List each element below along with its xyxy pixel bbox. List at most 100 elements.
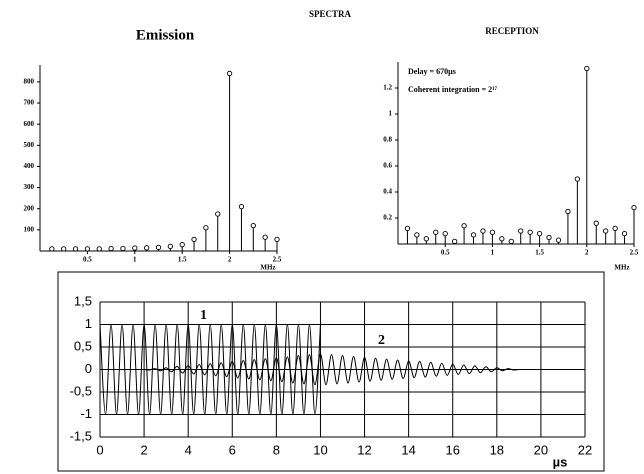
stem-marker [621, 230, 628, 237]
x-tick-label: 16 [445, 442, 459, 457]
stem-marker [631, 204, 637, 211]
y-tick-label: 200 [24, 204, 35, 212]
y-tick-label: 400 [24, 162, 35, 170]
x-tick-label: 14 [401, 442, 415, 457]
stem-marker [143, 245, 150, 251]
stem-marker [250, 222, 256, 229]
x-tick-label: 0 [96, 442, 103, 457]
chart-title: Emission [136, 27, 195, 43]
stem-marker [404, 225, 411, 232]
y-tick-label: 1 [85, 316, 92, 331]
y-tick-label: 0.2 [383, 214, 392, 222]
stem-marker [574, 176, 581, 182]
stem-marker [167, 243, 174, 250]
stem-marker [612, 225, 618, 232]
stem-marker [433, 229, 439, 235]
y-tick-label: -0,5 [70, 383, 92, 398]
stem-marker [555, 237, 562, 243]
stem-marker [518, 228, 524, 234]
stem-marker [423, 236, 429, 242]
x-axis-label: MHz [614, 264, 629, 272]
stem-marker [155, 244, 162, 251]
y-tick-label: 0 [85, 361, 92, 376]
stem-marker [203, 225, 209, 231]
x-tick-label: 0.5 [441, 249, 450, 257]
x-tick-label: 10 [313, 442, 327, 457]
annotation: Coherent integration = 2¹⁷ [408, 85, 498, 94]
series-label: 1 [200, 308, 207, 323]
chart-frame [57, 271, 605, 472]
signal-line [144, 353, 519, 386]
y-tick-label: 0.8 [383, 136, 392, 144]
x-tick-label: 2 [585, 249, 589, 257]
x-tick-label: 20 [534, 442, 548, 457]
stem-marker [565, 208, 571, 215]
stem-marker [527, 229, 533, 235]
stem-marker [179, 242, 185, 248]
x-tick-label: 2.5 [630, 249, 639, 257]
stem-marker [84, 246, 91, 252]
stem-marker [603, 228, 609, 234]
signal-line [99, 323, 321, 416]
x-tick-label: 1 [133, 256, 137, 264]
x-tick-label: 1.5 [178, 256, 187, 264]
stem-marker [226, 70, 233, 77]
stem-marker [120, 245, 126, 252]
x-tick-label: 2.5 [273, 256, 282, 264]
stem-marker [536, 230, 543, 237]
y-tick-label: 1,5 [74, 293, 92, 308]
x-axis-label: MHz [260, 264, 275, 272]
stem-marker [238, 203, 245, 210]
stem-marker [61, 246, 67, 252]
stem-marker [215, 211, 221, 217]
figure-title: SPECTRA [309, 9, 352, 19]
x-tick-label: 22 [578, 442, 592, 457]
stem-marker [508, 238, 514, 245]
stem-marker [274, 236, 280, 243]
annotation: Delay = 670µs [408, 67, 456, 76]
x-tick-label: 0.5 [83, 256, 92, 264]
y-tick-label: 0.6 [383, 162, 392, 170]
y-tick-label: 500 [24, 141, 35, 149]
x-tick-label: 2 [228, 256, 232, 264]
stem-marker [470, 232, 477, 238]
x-tick-label: 8 [273, 442, 280, 457]
stem-marker [499, 236, 505, 242]
stem-marker [191, 236, 197, 243]
x-tick-label: 18 [490, 442, 504, 457]
x-tick-label: 12 [357, 442, 371, 457]
chart-title: RECEPTION [485, 26, 539, 36]
stem-marker [72, 246, 79, 252]
y-tick-label: 1.2 [383, 84, 392, 92]
x-axis-label: µs [553, 454, 568, 469]
y-tick-label: -1 [80, 406, 92, 421]
stem-marker [489, 229, 496, 235]
y-tick-label: 800 [24, 78, 35, 86]
x-tick-label: 1.5 [535, 249, 544, 257]
stem-marker [414, 232, 420, 238]
stem-marker [108, 245, 114, 252]
stem-marker [262, 234, 268, 240]
y-tick-label: 0.4 [383, 188, 392, 196]
stem-marker [96, 246, 102, 252]
stem-marker [584, 65, 590, 72]
stem-marker [546, 234, 552, 241]
stem-marker [461, 223, 467, 229]
stem-marker [593, 220, 599, 226]
x-tick-label: 6 [229, 442, 236, 457]
stem-marker [49, 246, 55, 252]
y-tick-label: 300 [24, 183, 35, 191]
x-tick-label: 4 [185, 442, 192, 457]
y-tick-label: 600 [24, 120, 35, 128]
stem-marker [451, 238, 458, 245]
y-tick-label: 700 [24, 99, 35, 107]
stem-marker [132, 245, 138, 251]
stem-marker [442, 230, 448, 237]
y-tick-label: -1,5 [70, 428, 92, 443]
stem-marker [480, 228, 486, 234]
x-tick-label: 2 [140, 442, 147, 457]
y-tick-label: 1 [389, 110, 393, 118]
x-tick-label: 1 [491, 249, 495, 257]
y-tick-label: 100 [24, 225, 35, 233]
